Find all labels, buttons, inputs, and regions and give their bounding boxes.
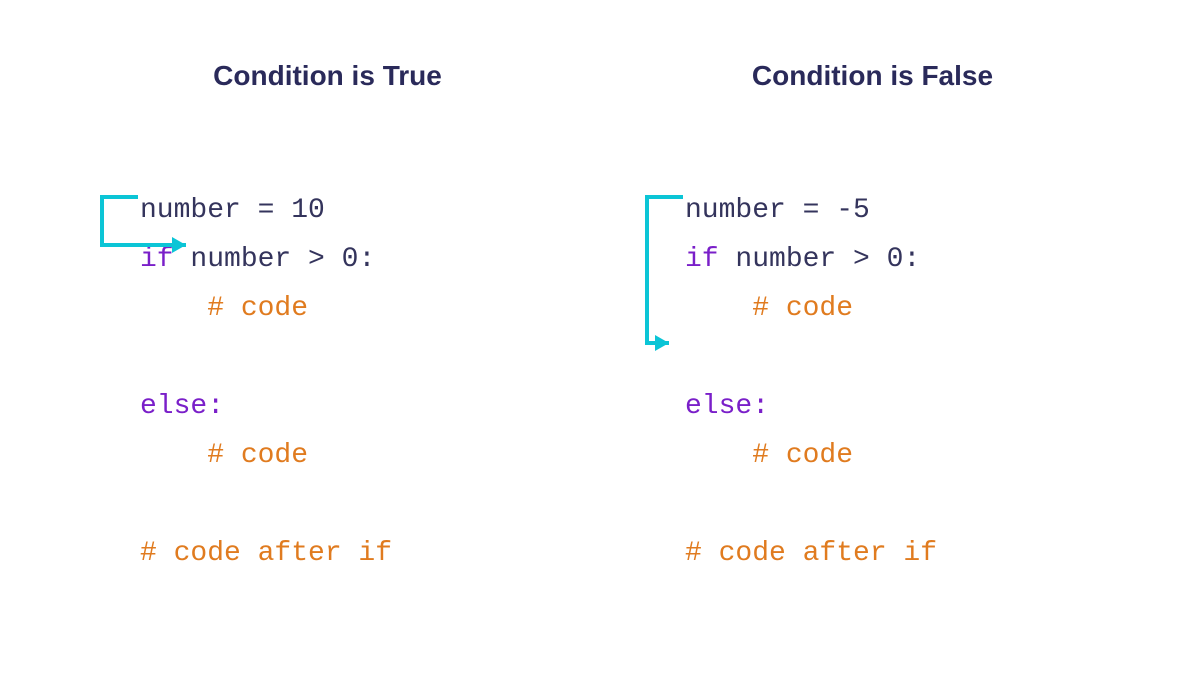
code-if-cond: number > 0:	[174, 244, 376, 275]
code-after: # code after if	[140, 538, 392, 569]
code-else-kw: else:	[685, 391, 769, 422]
code-else-body: # code	[752, 440, 853, 471]
code-if-kw: if	[140, 244, 174, 275]
code-if-body: # code	[752, 293, 853, 324]
code-assign: number = 10	[140, 195, 325, 226]
code-true: number = 10 if number > 0: # code else: …	[100, 137, 555, 676]
code-assign: number = -5	[685, 195, 870, 226]
panel-true: Condition is True number = 10 if number …	[100, 60, 590, 643]
title-true: Condition is True	[100, 60, 555, 92]
code-after: # code after if	[685, 538, 937, 569]
code-else-kw: else:	[140, 391, 224, 422]
code-else-body: # code	[207, 440, 308, 471]
code-false: number = -5 if number > 0: # code else: …	[645, 137, 1100, 676]
title-false: Condition is False	[645, 60, 1100, 92]
diagram-container: Condition is True number = 10 if number …	[0, 0, 1200, 683]
panel-false: Condition is False number = -5 if number…	[590, 60, 1100, 643]
code-if-body: # code	[207, 293, 308, 324]
code-if-cond: number > 0:	[719, 244, 921, 275]
code-if-kw: if	[685, 244, 719, 275]
